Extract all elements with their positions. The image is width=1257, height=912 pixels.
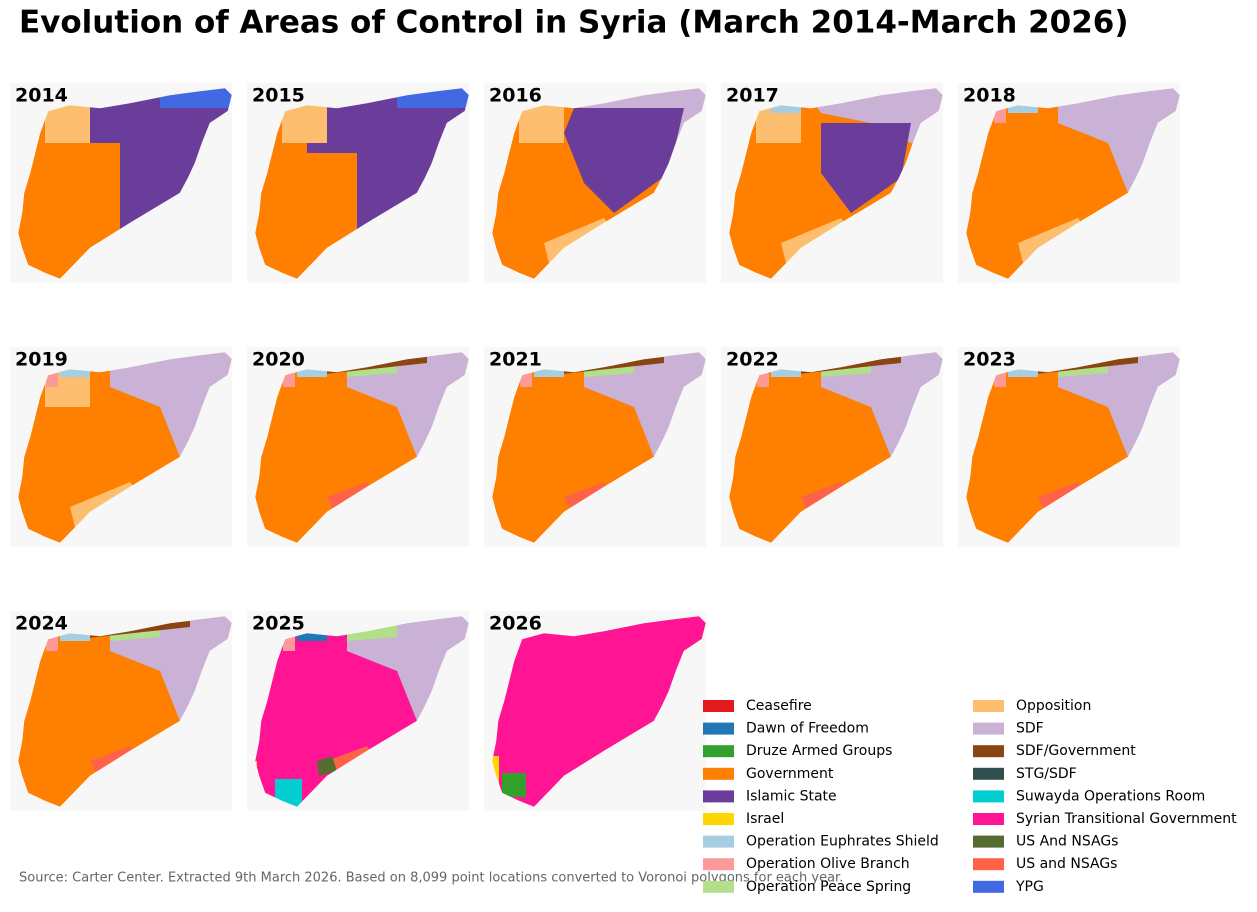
legend-swatch xyxy=(973,835,1004,848)
region xyxy=(45,103,90,143)
legend-label: Dawn of Freedom xyxy=(746,721,869,737)
region xyxy=(275,779,302,807)
panel-year: 2021 xyxy=(489,349,542,371)
panel-year: 2014 xyxy=(15,85,68,107)
legend-label: STG/SDF xyxy=(1016,766,1077,782)
map-panel: 2023 xyxy=(958,347,1181,547)
legend-swatch xyxy=(703,745,734,758)
legend-swatch xyxy=(703,858,734,871)
legend-label: Operation Olive Branch xyxy=(746,856,910,872)
legend-label: YPG xyxy=(1015,879,1044,895)
panel-year: 2023 xyxy=(963,349,1016,371)
map-panel: 2019 xyxy=(10,347,233,547)
legend-swatch xyxy=(703,767,734,780)
panel-year: 2024 xyxy=(15,613,68,635)
legend-label: SDF xyxy=(1016,721,1044,737)
map-panel: 2026 xyxy=(484,611,707,811)
panel-year: 2015 xyxy=(252,85,305,107)
legend-swatch xyxy=(703,700,734,712)
legend-label: Suwayda Operations Room xyxy=(1016,788,1205,804)
legend-swatch xyxy=(703,880,734,893)
legend-swatch xyxy=(973,722,1004,735)
panel-year: 2016 xyxy=(489,85,542,107)
legend-swatch xyxy=(703,790,734,803)
panel-year: 2019 xyxy=(15,349,68,371)
map-panel: 2024 xyxy=(10,611,233,811)
panel-year: 2022 xyxy=(726,349,779,371)
map-panel: 2020 xyxy=(247,347,470,547)
legend-label: Druze Armed Groups xyxy=(746,743,892,759)
map-panel: 2018 xyxy=(958,83,1181,283)
title: Evolution of Areas of Control in Syria (… xyxy=(19,5,1129,41)
legend-label: US And NSAGs xyxy=(1016,834,1118,850)
legend-swatch xyxy=(703,722,734,735)
map-panel: 2025 xyxy=(247,611,470,811)
legend-swatch xyxy=(703,813,734,825)
legend-label: Opposition xyxy=(1016,698,1091,714)
source: Source: Carter Center. Extracted 9th Mar… xyxy=(19,871,843,886)
panel-year: 2020 xyxy=(252,349,305,371)
panel-year: 2018 xyxy=(963,85,1016,107)
region xyxy=(821,123,911,213)
legend-label: Operation Peace Spring xyxy=(746,879,911,895)
panel-year: 2026 xyxy=(489,613,542,635)
legend-swatch xyxy=(703,835,734,848)
region xyxy=(502,773,526,797)
region xyxy=(282,103,327,143)
legend-label: Ceasefire xyxy=(746,698,812,714)
region xyxy=(317,756,337,776)
region xyxy=(307,98,397,153)
legend-label: Israel xyxy=(746,811,784,827)
legend-label: Syrian Transitional Government xyxy=(1016,811,1237,827)
legend-swatch xyxy=(973,880,1004,893)
legend-label: Government xyxy=(746,766,834,782)
panel-year: 2017 xyxy=(726,85,779,107)
legend-label: Islamic State xyxy=(746,788,837,804)
map-panel: 2016 xyxy=(484,83,707,283)
map-panel: 2017 xyxy=(721,83,944,283)
legend-label: US and NSAGs xyxy=(1016,856,1117,872)
legend-label: Operation Euphrates Shield xyxy=(746,834,939,850)
map-panel: 2022 xyxy=(721,347,944,547)
map-panel: 2014 xyxy=(10,83,233,283)
region xyxy=(519,103,564,143)
legend-label: SDF/Government xyxy=(1016,743,1136,759)
region xyxy=(564,108,684,213)
panel-year: 2025 xyxy=(252,613,305,635)
legend-swatch xyxy=(973,813,1004,825)
legend-swatch xyxy=(973,700,1004,712)
legend-swatch xyxy=(973,790,1004,803)
legend-swatch xyxy=(973,745,1004,758)
map-panel: 2015 xyxy=(247,83,470,283)
legend-swatch xyxy=(973,858,1004,871)
legend-swatch xyxy=(973,767,1004,780)
map-panel: 2021 xyxy=(484,347,707,547)
